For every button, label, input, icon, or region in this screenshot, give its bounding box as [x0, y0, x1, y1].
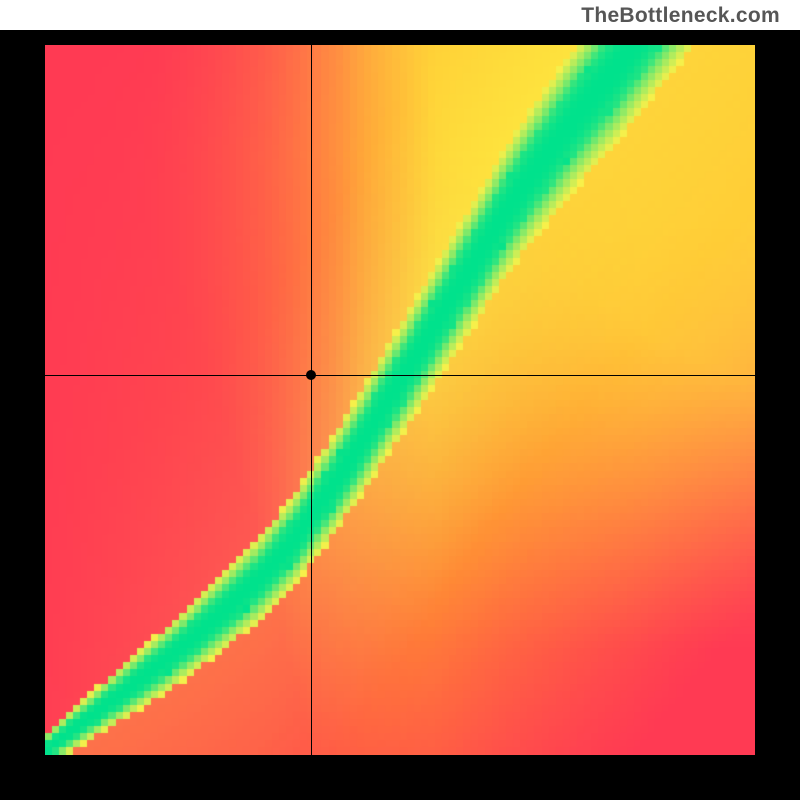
chart-frame: [0, 30, 800, 800]
heatmap-canvas: [45, 45, 755, 755]
crosshair-vertical: [311, 45, 312, 755]
watermark-text: TheBottleneck.com: [581, 4, 780, 28]
data-point-marker: [306, 370, 316, 380]
crosshair-horizontal: [45, 375, 755, 376]
heatmap-plot: [45, 45, 755, 755]
root: TheBottleneck.com: [0, 0, 800, 800]
